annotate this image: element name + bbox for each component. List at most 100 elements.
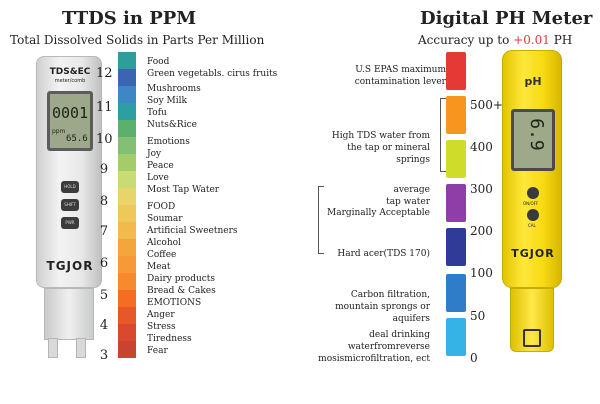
desc-carbon: Carbon filtration, mountain sprongs or a… — [335, 290, 430, 324]
tds-color-scale — [118, 52, 136, 358]
bracket-upper-bottom — [440, 171, 446, 172]
tds-label: Green vegetabls. cirus fruits — [147, 69, 278, 79]
tds-scale-cell — [118, 103, 136, 120]
left-subtitle: Total Dissolved Solids in Parts Per Mill… — [10, 33, 265, 47]
ph-num-50: 50 — [470, 309, 486, 323]
tds-scale-cell — [118, 205, 136, 222]
tds-num-3: 3 — [99, 348, 109, 363]
tds-scale-cell — [118, 154, 136, 171]
ph-scale-cell — [446, 52, 466, 90]
ph-num-100: 100 — [470, 266, 493, 280]
tds-label: Stress — [147, 322, 176, 332]
tds-hold-button: HOLD — [61, 181, 79, 193]
ph-meter-body: pH 6.9 ON/OFF CAL TGJOR — [502, 50, 562, 288]
tds-label: Peace — [147, 161, 174, 171]
ph-onoff-button — [527, 187, 539, 199]
tds-label: Dairy products — [147, 274, 216, 284]
ph-scale-cell — [446, 96, 466, 134]
tds-label: Meat — [147, 262, 171, 272]
tds-scale-cell — [118, 171, 136, 188]
desc-average: average — [393, 185, 430, 195]
accuracy-value: +0.01 — [513, 33, 550, 47]
ph-scale-cell — [446, 274, 466, 312]
tds-num-7: 7 — [99, 224, 109, 239]
tds-probe-right — [76, 338, 86, 358]
tds-scale-cell — [118, 307, 136, 324]
tds-label: Most Tap Water — [147, 185, 220, 195]
ph-meter-label: pH — [524, 75, 542, 88]
accuracy-prefix: Accuracy up to — [418, 33, 514, 47]
ph-scale-cell — [446, 140, 466, 178]
tds-probe-left — [48, 338, 58, 358]
tds-scale-cell — [118, 290, 136, 307]
tds-meter-brand: TDS&EC — [49, 67, 91, 77]
ph-meter-tip — [510, 288, 554, 352]
bracket-upper — [440, 98, 441, 172]
ph-meter-logo: TGJOR — [511, 247, 555, 260]
tds-scale-cell — [118, 222, 136, 239]
ph-meter-screen: 6.9 — [511, 109, 555, 171]
tds-meter-reading: 0001 — [52, 104, 89, 122]
tds-num-9: 9 — [99, 162, 109, 177]
bracket-lower-top — [318, 186, 324, 187]
tds-label: Soumar — [147, 214, 183, 224]
right-accuracy: Accuracy up to +0.01 PH — [418, 33, 572, 47]
left-title: TTDS in PPM — [62, 8, 197, 29]
tds-num-6: 6 — [99, 256, 109, 271]
tds-scale-cell — [118, 137, 136, 154]
tds-meter-tip — [44, 288, 94, 340]
tds-label: Coffee — [147, 250, 177, 260]
ph-num-500: 500+ — [470, 98, 503, 112]
tds-meter-logo: TGJOR — [46, 259, 94, 273]
right-title: Digital PH Meter — [420, 8, 593, 29]
desc-epa: U.S EPAS maximum contamination lever — [354, 65, 446, 87]
bracket-upper-top — [440, 98, 446, 99]
tds-label: Joy — [147, 149, 162, 159]
desc-marginal: Marginally Acceptable — [326, 208, 430, 218]
ph-meter-electrode — [523, 329, 541, 347]
tds-scale-cell — [118, 52, 136, 69]
tds-scale-cell — [118, 188, 136, 205]
ph-num-200: 200 — [470, 224, 493, 238]
tds-num-4: 4 — [99, 318, 109, 333]
tds-meter-unit: ppm — [52, 128, 66, 135]
tds-scale-cell — [118, 120, 136, 137]
tds-label: Nuts&Rice — [147, 120, 197, 130]
bracket-lower — [318, 186, 319, 254]
ph-scale-cell — [446, 184, 466, 222]
tds-scale-cell — [118, 256, 136, 273]
tds-scale-cell — [118, 86, 136, 103]
desc-hard: Hard acer(TDS 170) — [337, 249, 430, 259]
desc-tap: tap water — [386, 197, 430, 207]
tds-meter-body: TDS&EC meter/comb 0001 ppm 65.6 HOLD SHI… — [36, 56, 102, 288]
tds-label: Food — [147, 57, 170, 67]
desc-ideal: deal drinking waterfromreverse mosismicr… — [318, 330, 430, 364]
tds-label: Bread & Cakes — [147, 286, 216, 296]
accuracy-suffix: PH — [549, 33, 573, 47]
tds-scale-cell — [118, 341, 136, 358]
tds-label: EMOTIONS — [147, 298, 202, 308]
ph-meter-reading: 6.9 — [525, 118, 547, 151]
tds-label: Tofu — [147, 108, 167, 118]
tds-shift-button: SHIFT — [61, 199, 79, 211]
tds-meter-screen: 0001 ppm 65.6 — [47, 91, 93, 151]
tds-num-8: 8 — [99, 194, 109, 209]
tds-label: Love — [147, 173, 169, 183]
tds-label: Tiredness — [147, 334, 192, 344]
tds-label-group-food-acid: FOOD Soumar Artificial Sweetners Alcohol… — [147, 201, 238, 297]
tds-scale-cell — [118, 239, 136, 256]
tds-num-5: 5 — [99, 288, 109, 303]
tds-scale-cell — [118, 324, 136, 341]
tds-num-10: 10 — [96, 132, 113, 147]
ph-cal-label: CAL — [528, 223, 536, 228]
tds-label: Soy Milk — [147, 96, 187, 106]
desc-high-tds: High TDS water from the tap or mineral s… — [331, 131, 430, 165]
tds-label: Emotions — [147, 137, 190, 147]
tds-num-11: 11 — [96, 100, 113, 115]
tds-label: Fear — [147, 346, 168, 356]
ph-scale-cell — [446, 318, 466, 356]
bracket-lower-bottom — [318, 253, 324, 254]
ph-meter-image: pH 6.9 ON/OFF CAL TGJOR — [502, 50, 564, 356]
tds-label: Anger — [147, 310, 175, 320]
tds-label-group-mushrooms: Mushrooms Soy Milk Tofu Nuts&Rice — [147, 83, 201, 131]
